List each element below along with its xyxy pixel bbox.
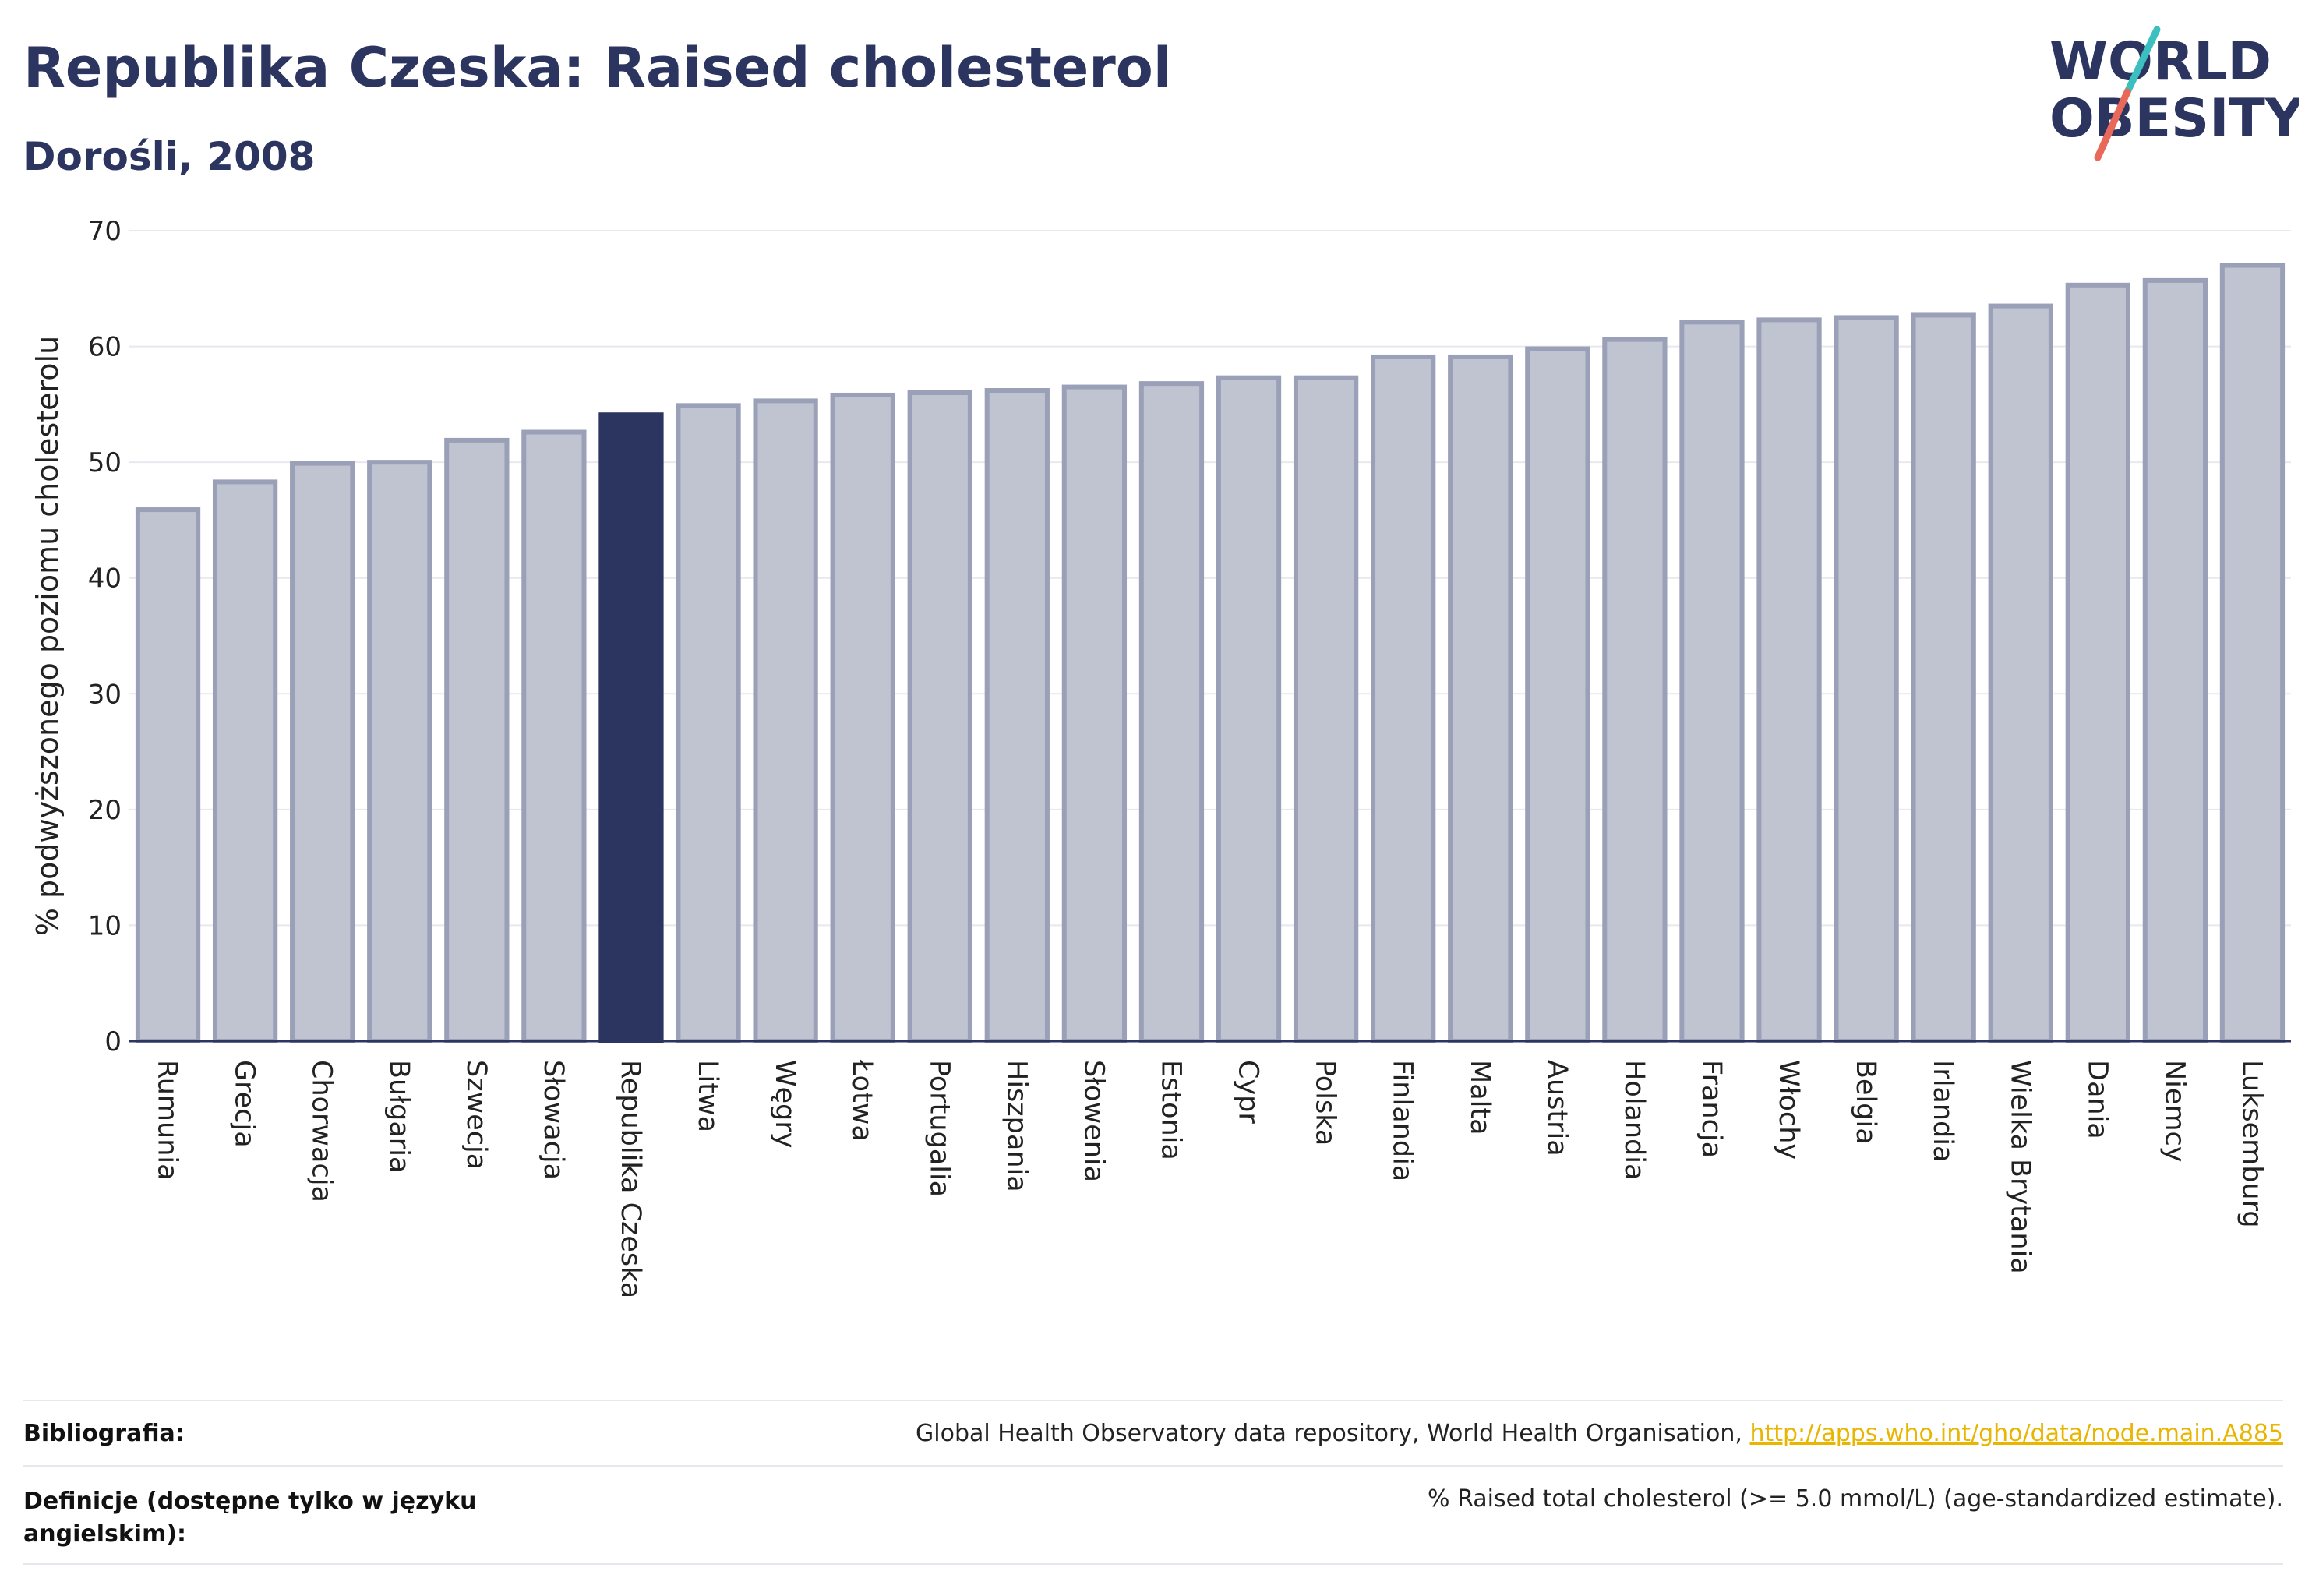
x-tick-label: Bułgaria bbox=[383, 1060, 415, 1173]
bar bbox=[1911, 312, 1976, 1043]
x-tick-label: Estonia bbox=[1155, 1060, 1186, 1160]
bar bbox=[2142, 277, 2208, 1043]
y-tick-label: 70 bbox=[88, 216, 122, 247]
x-axis-labels: Rumunia Grecja Chorwacja Bułgaria Szwecja Sło… bbox=[152, 1059, 2268, 1298]
x-tick-label: Hiszpania bbox=[1001, 1060, 1032, 1192]
x-tick-label: Belgia bbox=[1850, 1060, 1881, 1145]
bar bbox=[1525, 346, 1590, 1043]
bar bbox=[753, 398, 818, 1043]
bar bbox=[1679, 320, 1745, 1044]
bar bbox=[1756, 317, 1822, 1043]
bar bbox=[1602, 337, 1668, 1043]
x-tick-label: Grecja bbox=[229, 1060, 260, 1148]
x-tick-label: Austria bbox=[1541, 1060, 1573, 1156]
y-tick-label: 20 bbox=[88, 795, 122, 826]
y-axis-ticks: 0 10 20 30 40 50 60 70 bbox=[88, 216, 122, 1058]
logo-slash-coral bbox=[2094, 88, 2131, 161]
bar bbox=[984, 388, 1050, 1043]
bibliography-text: Global Health Observatory data repositor… bbox=[916, 1420, 1750, 1447]
y-tick-label: 0 bbox=[104, 1026, 122, 1058]
bar bbox=[676, 403, 741, 1043]
bar-chart: 0 10 20 30 40 50 60 70 Rumunia Grecja Chorwacja Bu… bbox=[30, 216, 2291, 1298]
x-tick-label: Luksemburg bbox=[2236, 1060, 2267, 1228]
bibliography-value: Global Health Observatory data repositor… bbox=[916, 1420, 2283, 1447]
x-tick-label: Holandia bbox=[1618, 1060, 1650, 1180]
x-tick-label: Portugalia bbox=[923, 1060, 955, 1197]
bar bbox=[2219, 263, 2286, 1044]
bar bbox=[1216, 375, 1282, 1043]
x-tick-label: Niemcy bbox=[2159, 1060, 2190, 1163]
bars bbox=[135, 263, 2286, 1044]
x-tick-label: Szwecja bbox=[461, 1060, 492, 1170]
x-tick-label: Irlandia bbox=[1927, 1060, 1958, 1162]
x-tick-label: Rumunia bbox=[152, 1060, 183, 1181]
y-tick-label: 50 bbox=[88, 447, 122, 478]
x-tick-label: Finlandia bbox=[1387, 1060, 1418, 1181]
bar bbox=[521, 429, 587, 1043]
x-tick-label: Cypr bbox=[1233, 1060, 1264, 1124]
bar bbox=[367, 460, 432, 1043]
chart-title: Republika Czeska: Raised cholesterol bbox=[23, 36, 1172, 100]
bar bbox=[444, 437, 510, 1043]
bar bbox=[1138, 381, 1205, 1044]
x-tick-label: Węgry bbox=[769, 1060, 800, 1148]
x-tick-label: Litwa bbox=[692, 1060, 723, 1132]
definitions-row: Definicje (dostępne tylko w języku angie… bbox=[23, 1465, 2283, 1565]
definitions-label: Definicje (dostępne tylko w języku angie… bbox=[23, 1488, 477, 1548]
x-tick-label: Włochy bbox=[1773, 1060, 1804, 1160]
bar bbox=[1448, 354, 1513, 1043]
x-tick-label: Polska bbox=[1310, 1060, 1341, 1146]
x-tick-label: Wielka Brytania bbox=[2004, 1060, 2035, 1274]
x-tick-label: Chorwacja bbox=[306, 1060, 337, 1202]
y-tick-label: 60 bbox=[88, 332, 122, 363]
bar bbox=[2065, 282, 2130, 1044]
bar bbox=[1293, 375, 1359, 1043]
bar bbox=[1371, 354, 1436, 1043]
bar bbox=[1834, 315, 1899, 1043]
footer-table: Bibliografia: Global Health Observatory … bbox=[23, 1400, 2283, 1565]
bar-highlighted bbox=[598, 412, 664, 1043]
x-tick-label: Republika Czeska bbox=[615, 1060, 646, 1298]
bar bbox=[1988, 303, 2053, 1044]
bibliography-link[interactable]: http://apps.who.int/gho/data/node.main.A… bbox=[1749, 1420, 2283, 1447]
bibliography-label: Bibliografia: bbox=[23, 1420, 185, 1447]
bar bbox=[135, 507, 201, 1043]
y-axis-label: % podwyższonego poziomu cholesterolu bbox=[30, 336, 65, 936]
bar bbox=[907, 390, 972, 1043]
bibliography-row: Bibliografia: Global Health Observatory … bbox=[23, 1400, 2283, 1465]
x-tick-label: Malta bbox=[1464, 1060, 1495, 1135]
x-tick-label: Francja bbox=[1696, 1060, 1727, 1158]
logo-text-world: WORLD bbox=[2049, 31, 2271, 93]
logo-slash-teal bbox=[2123, 26, 2161, 96]
bar bbox=[830, 392, 895, 1043]
world-obesity-logo: WORLD OBESITY bbox=[2049, 26, 2299, 161]
x-tick-label: Słowenia bbox=[1078, 1060, 1109, 1182]
x-tick-label: Łotwa bbox=[846, 1059, 877, 1142]
x-tick-label: Dania bbox=[2081, 1060, 2113, 1139]
bar bbox=[1061, 384, 1128, 1044]
bar bbox=[212, 479, 278, 1043]
logo-text-obesity: OBESITY bbox=[2049, 88, 2299, 150]
x-tick-label: Słowacja bbox=[538, 1060, 569, 1180]
y-tick-label: 10 bbox=[88, 910, 122, 941]
bar bbox=[290, 461, 355, 1043]
y-tick-label: 30 bbox=[88, 679, 122, 710]
chart-subtitle: Dorośli, 2008 bbox=[23, 134, 316, 179]
y-tick-label: 40 bbox=[88, 563, 122, 595]
definitions-value: % Raised total cholesterol (>= 5.0 mmol/… bbox=[1428, 1485, 2283, 1513]
